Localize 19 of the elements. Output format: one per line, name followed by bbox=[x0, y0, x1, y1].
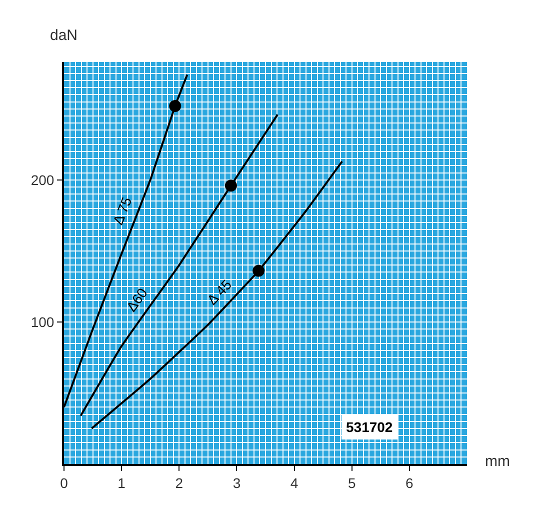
x-tick-label: 4 bbox=[290, 474, 298, 491]
line-series bbox=[80, 114, 279, 417]
x-tick-label: 2 bbox=[175, 474, 184, 491]
y-tick-label: 200 bbox=[30, 172, 54, 188]
y-axis-title: daN bbox=[50, 27, 78, 44]
line-series bbox=[90, 160, 344, 430]
text: Δ 75 bbox=[110, 194, 135, 227]
point bbox=[224, 180, 237, 192]
text: Δ 45 bbox=[204, 276, 235, 308]
y-tick-label: 100 bbox=[30, 314, 54, 330]
point bbox=[169, 100, 182, 112]
x-tick-label: 0 bbox=[60, 474, 68, 491]
x-tick-label: 6 bbox=[406, 474, 414, 491]
x-tick-label: 3 bbox=[232, 474, 241, 491]
annotation: 531702 bbox=[346, 419, 393, 435]
x-tick-label: 1 bbox=[118, 474, 126, 491]
point bbox=[252, 264, 265, 277]
x-tick-label: 5 bbox=[348, 474, 356, 491]
x-axis-title: mm bbox=[485, 453, 510, 470]
